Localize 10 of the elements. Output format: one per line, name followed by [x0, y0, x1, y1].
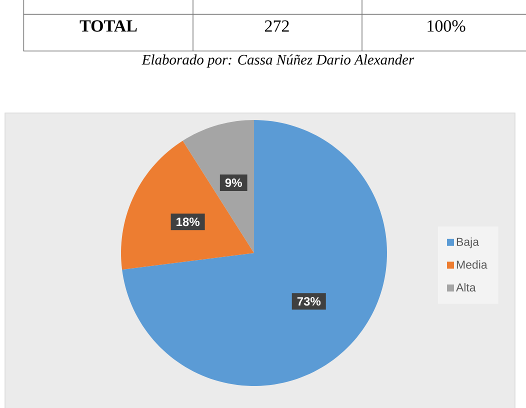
- data-label: 18%: [176, 218, 200, 226]
- data-label: 73%: [297, 297, 321, 306]
- legend-label: Media: [456, 260, 488, 269]
- text: 272: [265, 20, 289, 32]
- text: TOTAL: [80, 20, 137, 32]
- legend-label: Alta: [456, 283, 476, 292]
- data-label: 9%: [225, 178, 242, 187]
- text: 100%: [428, 20, 466, 32]
- legend-label: Baja: [456, 237, 479, 248]
- text: Elaborado por: Cassa Núñez Dario Alexander: [142, 54, 414, 68]
